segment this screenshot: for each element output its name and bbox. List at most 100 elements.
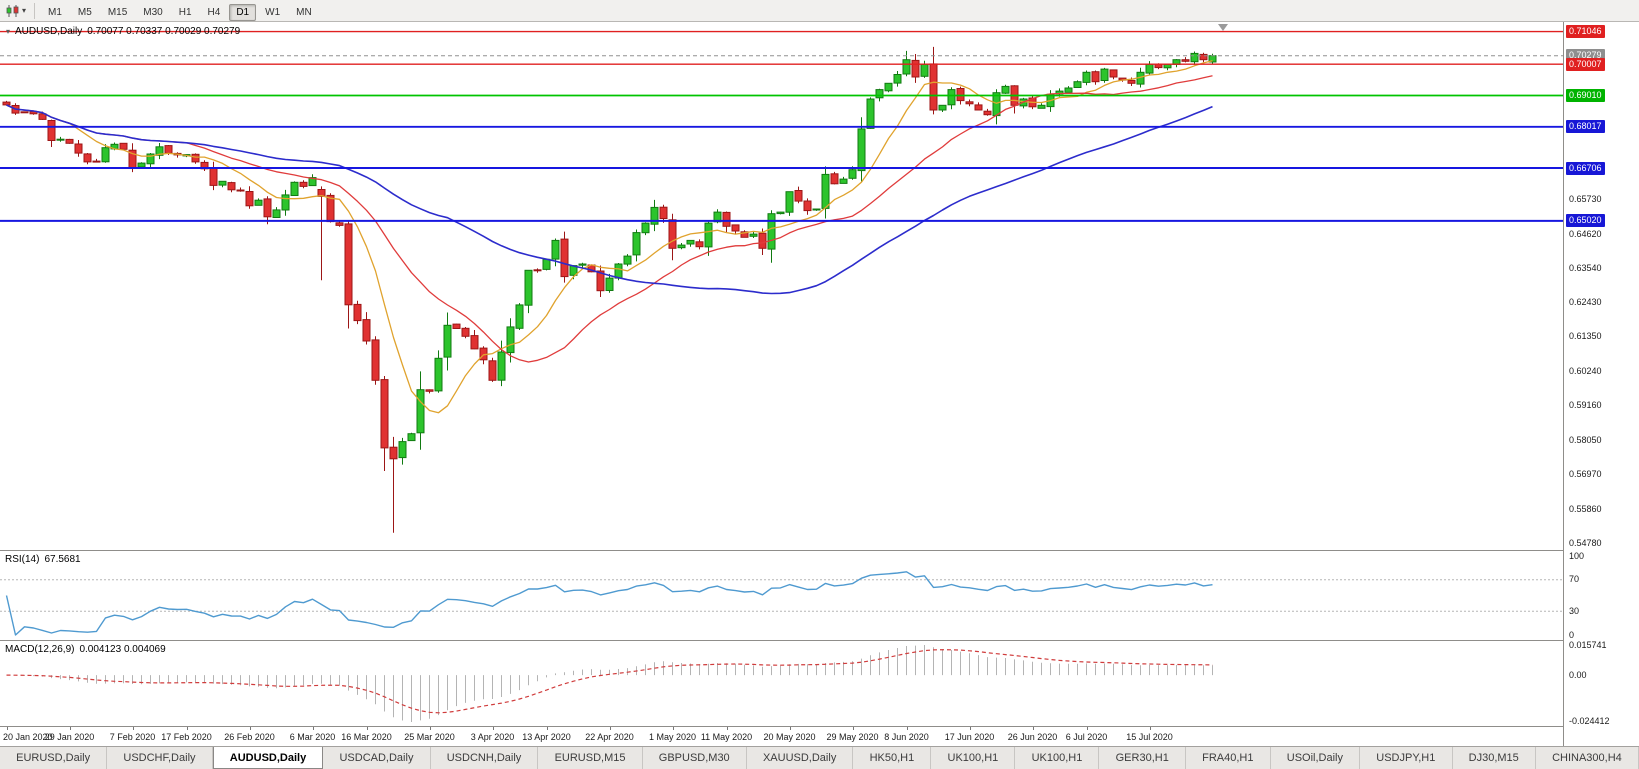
macd-values: 0.004123 0.004069 [79,644,166,655]
chart-type-icon[interactable] [4,2,22,20]
price-level-label[interactable]: 0.69010 [1566,89,1605,102]
timeframe-button-w1[interactable]: W1 [265,6,281,18]
price-level-label[interactable]: 0.68017 [1566,120,1605,134]
price-axis-tick: 0.58050 [1569,435,1602,445]
price-axis-tick: 0.55860 [1569,503,1602,514]
rsi-panel: RSI(14) 67.5681 [0,551,1563,640]
date-label: 6 Jul 2020 [1065,732,1108,742]
time-axis-tick [429,727,431,730]
date-label: 17 Jun 2020 [944,732,995,742]
rsi-value: 67.5681 [44,554,81,565]
tab-dj30-m15[interactable]: DJ30,M15 [1453,747,1536,769]
tab-usdcad-daily[interactable]: USDCAD,Daily [323,747,431,769]
tab-eurusd-m15[interactable]: EURUSD,M15 [538,747,643,769]
tab-fra40-h1[interactable]: FRA40,H1 [1186,747,1271,769]
toolbar-separator [34,2,36,19]
date-label: 15 Jul 2020 [1126,732,1173,742]
chart-type-dropdown-caret-icon[interactable]: ▾ [22,6,27,15]
panel-separator[interactable] [0,550,1639,551]
tab-usdcnh-daily[interactable]: USDCNH,Daily [431,747,539,769]
time-axis-tick [789,727,791,730]
date-label: 17 Feb 2020 [161,732,212,742]
tab-eurusd-daily[interactable]: EURUSD,Daily [0,747,108,769]
time-axis-tick [609,727,611,730]
time-axis-tick [969,727,971,730]
macd-indicator-label: MACD(12,26,9) 0.004123 0.004069 [5,644,166,655]
timeframe-button-mn[interactable]: MN [296,6,312,18]
timeframe-button-m1[interactable]: M1 [48,6,62,18]
time-axis-tick [69,727,71,730]
tab-hk50-h1[interactable]: HK50,H1 [853,747,932,769]
timeframe-button-h4[interactable]: H4 [207,6,221,18]
time-axis-tick [132,727,134,730]
macd-chart[interactable] [0,641,1563,726]
candlestick-chart[interactable] [0,22,1563,550]
price-level-label[interactable]: 0.65020 [1566,214,1605,228]
price-axis-tick: 0.56970 [1569,468,1602,479]
date-label: 13 Apr 2020 [522,732,571,742]
date-label: 6 Mar 2020 [289,732,336,742]
tab-uk100-h1[interactable]: UK100,H1 [1015,747,1100,769]
timeframe-button-m5[interactable]: M5 [77,6,92,18]
date-label: 26 Feb 2020 [224,732,275,742]
price-axis[interactable]: 0.65730 0.64620 0.63540 0.62430 0.61350 0.602… [1564,22,1639,746]
chart-shift-marker[interactable] [1218,24,1228,31]
price-axis-tick: 0.61350 [1569,331,1602,342]
chart-ohlc-values: 0.70077 0.70337 0.70029 0.70279 [87,26,241,37]
tab-usoil-daily[interactable]: USOil,Daily [1271,747,1361,769]
timeframe-button-m15[interactable]: M15 [107,6,128,18]
date-label: 7 Feb 2020 [109,732,156,742]
price-axis-tick: 0.54780 [1569,537,1602,548]
chart-symbol-label: AUDUSD,Daily [15,26,83,37]
macd-axis-label: 0.015741 [1569,640,1607,650]
macd-panel: MACD(12,26,9) 0.004123 0.004069 [0,641,1563,726]
date-label: 16 Mar 2020 [341,732,392,742]
tab-ger30-h1[interactable]: GER30,H1 [1099,747,1186,769]
time-axis-tick [852,727,854,730]
price-axis-tick: 0.62430 [1569,297,1602,308]
timeframe-button-h1[interactable]: H1 [178,6,192,18]
time-axis-tick [1149,727,1151,730]
time-axis[interactable]: 20 Jan 2020 29 Jan 2020 7 Feb 2020 17 Feb 2… [0,727,1563,746]
time-axis-tick [249,727,251,730]
rsi-axis-label: 0 [1569,629,1575,640]
rsi-title: RSI(14) [5,554,40,565]
time-axis-tick [726,727,728,730]
chart-plot-area: ▾ AUDUSD,Daily 0.70077 0.70337 0.70029 0… [0,22,1563,550]
date-label: 1 May 2020 [648,732,697,742]
macd-axis-label: 0.00 [1569,669,1587,680]
time-axis-tick [186,727,188,730]
tab-china300-h4[interactable]: CHINA300,H4 [1536,747,1639,769]
tab-uk100-h1[interactable]: UK100,H1 [931,747,1016,769]
candlestick-icon [6,4,19,17]
date-label: 11 May 2020 [700,732,753,742]
time-axis-tick [312,727,314,730]
rsi-axis-label: 30 [1569,605,1580,616]
tab-usdjpy-h1[interactable]: USDJPY,H1 [1360,747,1453,769]
timeframe-button-m30[interactable]: M30 [143,6,163,18]
tab-usdchf-daily[interactable]: USDCHF,Daily [107,747,213,769]
panel-separator[interactable] [0,640,1639,641]
date-label: 3 Apr 2020 [470,732,515,742]
price-axis-tick: 0.59160 [1569,400,1602,411]
price-level-label[interactable]: 0.70007 [1566,57,1605,71]
macd-title: MACD(12,26,9) [5,644,75,655]
timeframe-button-d1[interactable]: D1 [229,3,257,21]
date-label: 29 May 2020 [826,732,879,742]
timeframe-buttons-group: M1 M5 M15 M30 H1 H4 D1 W1 MN [40,2,320,21]
date-label: 29 Jan 2020 [44,732,95,742]
tab-gbpusd-m30[interactable]: GBPUSD,M30 [643,747,747,769]
time-axis-tick [1032,727,1034,730]
rsi-axis-label: 100 [1569,550,1585,561]
price-level-label[interactable]: 0.66706 [1566,161,1605,175]
rsi-chart[interactable] [0,551,1563,640]
price-level-label[interactable]: 0.71046 [1566,25,1605,39]
price-axis-separator [1563,22,1564,746]
tab-xauusd-daily[interactable]: XAUUSD,Daily [747,747,854,769]
date-label: 8 Jun 2020 [884,732,929,742]
time-axis-tick [6,727,8,730]
tab-audusd-daily[interactable]: AUDUSD,Daily [212,747,324,769]
panel-separator [0,726,1639,727]
one-click-trading-icon[interactable]: ▾ [6,27,11,36]
